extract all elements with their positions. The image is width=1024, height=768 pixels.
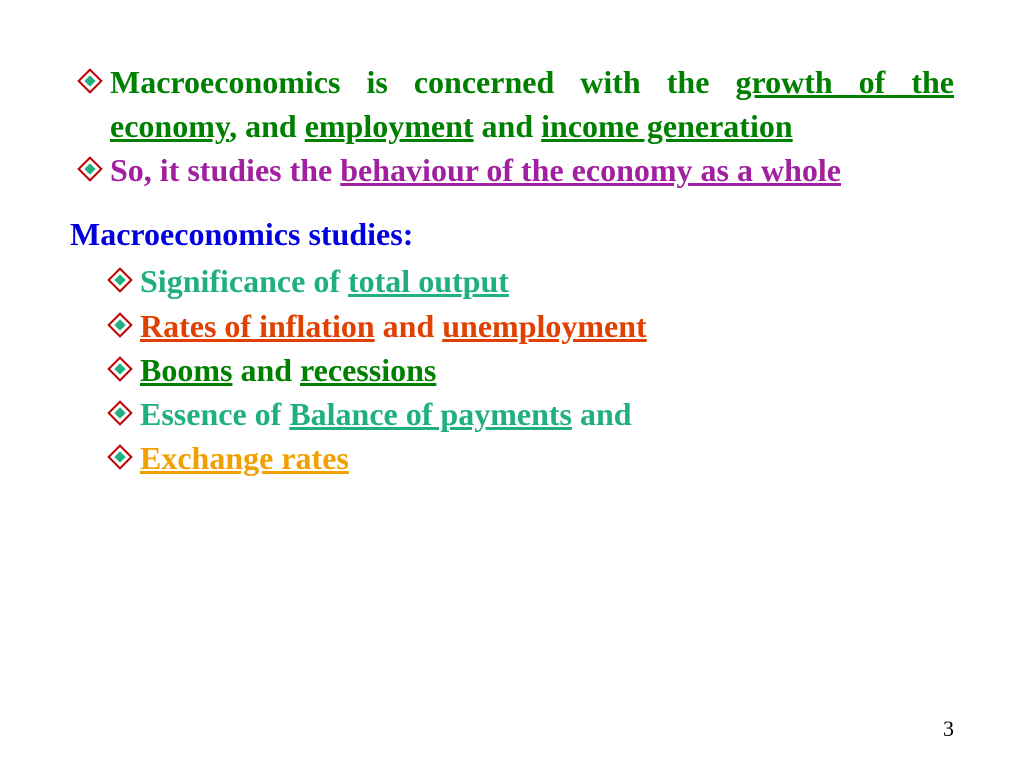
text-fragment: and xyxy=(572,396,632,432)
studies-item-3: Booms and recessions xyxy=(100,348,954,392)
studies-header: Macroeconomics studies: xyxy=(70,216,954,253)
text-underline: Exchange rates xyxy=(140,440,349,476)
studies-item-text: Significance of total output xyxy=(140,259,954,303)
studies-item-text: Essence of Balance of payments and xyxy=(140,392,954,436)
text-fragment: and xyxy=(232,352,300,388)
text-underline: total output xyxy=(348,263,509,299)
diamond-bullet-icon xyxy=(100,436,140,480)
text-underline: behaviour of the economy as a whole xyxy=(340,152,841,188)
diamond-bullet-icon xyxy=(100,259,140,303)
text-fragment: and xyxy=(474,108,542,144)
text-underline: income generation xyxy=(541,108,793,144)
bullet-point-2: So, it studies the behaviour of the econ… xyxy=(70,148,954,192)
diamond-bullet-icon xyxy=(100,304,140,348)
text-fragment: Essence of xyxy=(140,396,289,432)
diamond-bullet-icon xyxy=(70,148,110,192)
studies-list: Significance of total output Rates of in… xyxy=(70,259,954,480)
studies-item-text: Rates of inflation and unemployment xyxy=(140,304,954,348)
studies-item-text: Exchange rates xyxy=(140,436,954,480)
text-underline: recessions xyxy=(300,352,436,388)
studies-item-5: Exchange rates xyxy=(100,436,954,480)
page-number: 3 xyxy=(943,716,954,742)
diamond-bullet-icon xyxy=(100,392,140,436)
studies-item-2: Rates of inflation and unemployment xyxy=(100,304,954,348)
studies-item-4: Essence of Balance of payments and xyxy=(100,392,954,436)
diamond-bullet-icon xyxy=(70,60,110,104)
studies-item-text: Booms and recessions xyxy=(140,348,954,392)
point1-text: Macroeconomics is concerned with the gro… xyxy=(110,60,954,148)
text-fragment: Macroeconomics is concerned with the xyxy=(110,64,735,100)
text-underline: Booms xyxy=(140,352,232,388)
slide: Macroeconomics is concerned with the gro… xyxy=(0,0,1024,768)
text-fragment: and xyxy=(375,308,443,344)
text-underline: Balance of payments xyxy=(289,396,572,432)
diamond-bullet-icon xyxy=(100,348,140,392)
studies-item-1: Significance of total output xyxy=(100,259,954,303)
text-underline: Rates of inflation xyxy=(140,308,375,344)
text-fragment: , and xyxy=(229,108,305,144)
bullet-point-1: Macroeconomics is concerned with the gro… xyxy=(70,60,954,148)
text-underline: employment xyxy=(305,108,474,144)
text-fragment: Significance of xyxy=(140,263,348,299)
text-fragment: So, it studies the xyxy=(110,152,340,188)
text-underline: unemployment xyxy=(442,308,646,344)
point2-text: So, it studies the behaviour of the econ… xyxy=(110,148,954,192)
